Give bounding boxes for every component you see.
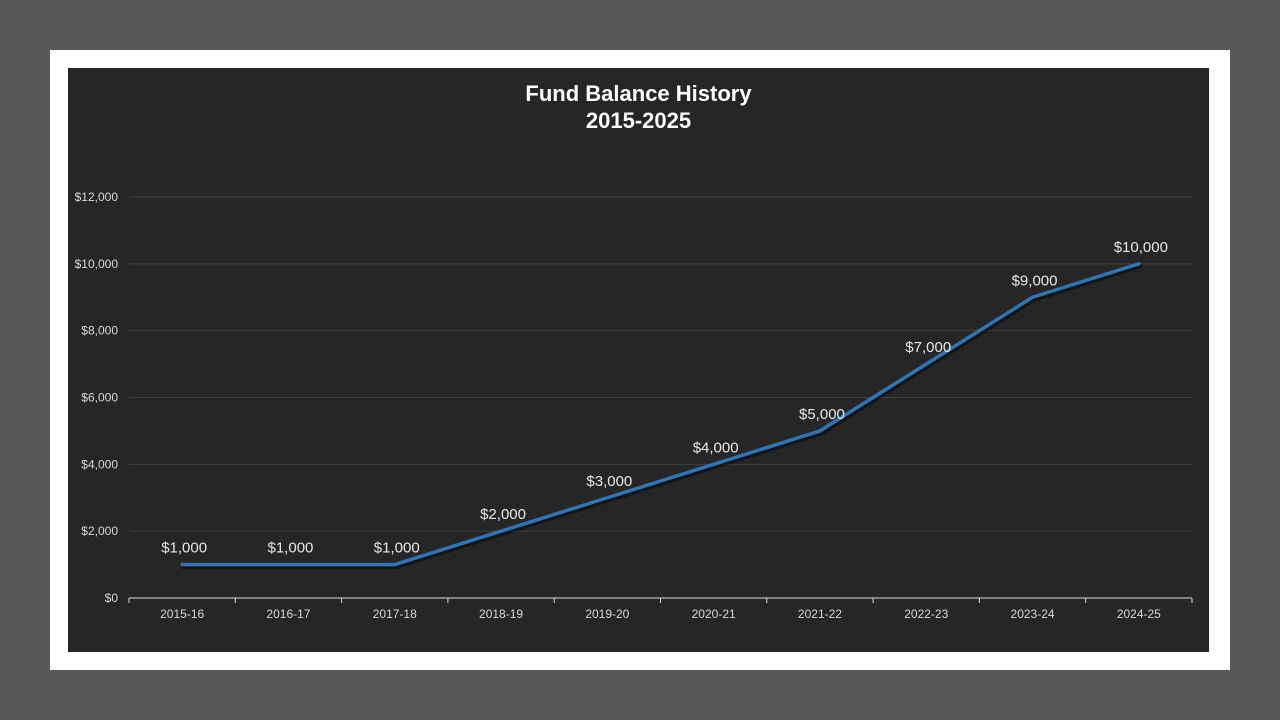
data-label: $3,000 xyxy=(586,473,632,490)
x-axis-tick-label: 2024-25 xyxy=(1117,607,1161,621)
x-axis-tick-label: 2023-24 xyxy=(1011,607,1055,621)
x-axis-tick-label: 2021-22 xyxy=(798,607,842,621)
data-label: $9,000 xyxy=(1012,272,1058,289)
x-axis-tick-label: 2020-21 xyxy=(692,607,736,621)
data-label: $1,000 xyxy=(374,540,420,557)
y-axis-tick-label: $10,000 xyxy=(75,257,119,271)
y-axis-tick-label: $8,000 xyxy=(81,324,118,338)
x-axis-tick-label: 2015-16 xyxy=(160,607,204,621)
y-axis-tick-label: $0 xyxy=(105,591,119,605)
data-label: $4,000 xyxy=(693,439,739,456)
data-label: $1,000 xyxy=(161,540,207,557)
chart-area: Fund Balance History 2015-2025 $0 $2,000 $… xyxy=(68,68,1209,652)
y-axis-tick-label: $12,000 xyxy=(75,190,119,204)
data-label: $2,000 xyxy=(480,506,526,523)
x-axis-tick-label: 2022-23 xyxy=(904,607,948,621)
y-axis-tick-label: $4,000 xyxy=(81,457,118,471)
chart-title: Fund Balance History xyxy=(525,81,752,106)
x-axis-tick-label: 2017-18 xyxy=(373,607,417,621)
series-line xyxy=(180,262,1141,567)
x-axis-tick-label: 2019-20 xyxy=(585,607,629,621)
line-plot: $0 $2,000 $4,000 $6,000 $8,000 $10,000 $12,000… xyxy=(75,190,1193,621)
y-axis-tick-label: $2,000 xyxy=(81,524,118,538)
chart-subtitle: 2015-2025 xyxy=(585,108,692,133)
y-axis-tick-label: $6,000 xyxy=(81,391,118,405)
data-label: $5,000 xyxy=(799,406,845,423)
data-label: $7,000 xyxy=(905,339,951,356)
x-axis-tick-label: 2016-17 xyxy=(266,607,310,621)
x-axis-tick-label: 2018-19 xyxy=(479,607,523,621)
data-label: $10,000 xyxy=(1114,239,1168,256)
data-label: $1,000 xyxy=(268,540,314,557)
series-line-shadow xyxy=(181,264,1143,570)
